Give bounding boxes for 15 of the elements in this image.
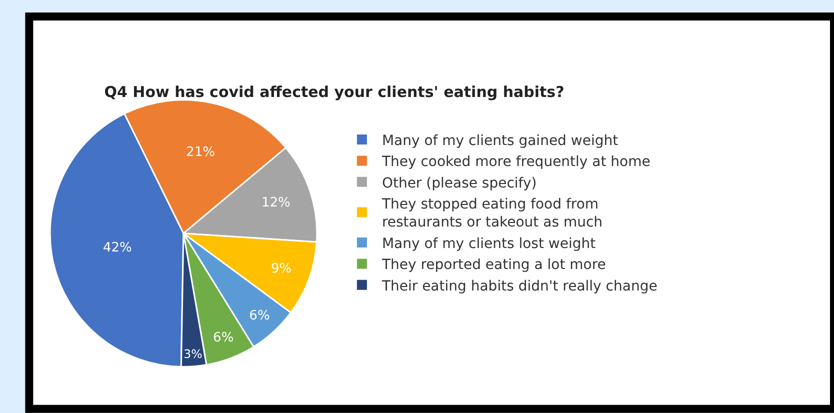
legend-label: They cooked more frequently at home [380, 154, 650, 170]
data-label: 42% [102, 240, 132, 256]
legend-label: They reported eating a lot more [380, 257, 606, 274]
data-label: 21% [186, 145, 215, 160]
data-label: 6% [249, 308, 270, 324]
data-label: 3% [184, 347, 202, 362]
legend-label: Many of my clients gained weight [382, 132, 619, 149]
legend-label: They stopped eating food from restaurants or takeout as much [380, 196, 603, 231]
legend-label: Many of my clients lost weight [382, 236, 596, 252]
chart-title: Q4 How has covid affected your clients' eating habits? [104, 83, 564, 102]
data-label: 9% [270, 262, 292, 277]
legend-label: Their eating habits didn't really change [380, 278, 658, 294]
data-label: 6% [213, 330, 234, 346]
legend-label: Other (please specify) [382, 175, 537, 192]
data-label: 12% [262, 196, 290, 211]
